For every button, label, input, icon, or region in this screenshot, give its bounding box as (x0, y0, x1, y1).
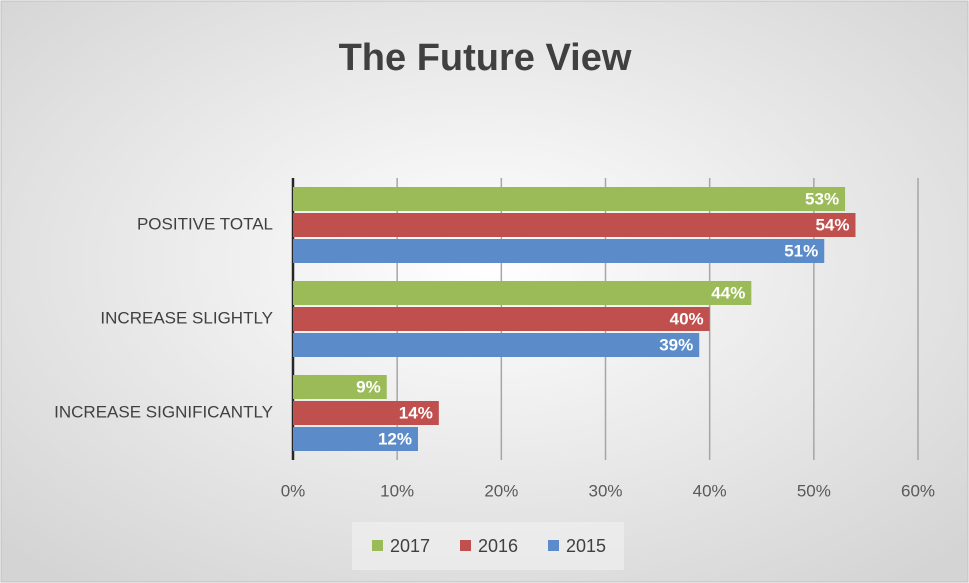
data-label: 44% (711, 283, 745, 302)
chart-title: The Future View (339, 37, 632, 79)
legend-swatch (548, 540, 559, 551)
y-tick-label: INCREASE SLIGHTLY (100, 308, 273, 327)
y-tick-label: INCREASE SIGNIFICANTLY (54, 402, 273, 421)
x-tick-label: 60% (901, 481, 935, 500)
bar (293, 307, 710, 331)
x-tick-label: 20% (484, 481, 518, 500)
bar (293, 187, 846, 211)
bar (293, 333, 700, 357)
bar (293, 239, 825, 263)
bar (293, 375, 387, 399)
legend-label: 2016 (478, 536, 518, 556)
data-label: 12% (378, 429, 412, 448)
data-label: 39% (659, 335, 693, 354)
x-tick-label: 50% (797, 481, 831, 500)
x-tick-label: 10% (380, 481, 414, 500)
bar (293, 427, 418, 451)
data-label: 51% (784, 241, 818, 260)
legend-swatch (372, 540, 383, 551)
data-label: 9% (356, 377, 381, 396)
legend-box (352, 522, 624, 570)
x-tick-label: 0% (281, 481, 306, 500)
data-label: 40% (670, 309, 704, 328)
bar (293, 213, 856, 237)
bar (293, 281, 752, 305)
data-label: 54% (815, 215, 849, 234)
data-label: 14% (399, 403, 433, 422)
x-tick-label: 30% (588, 481, 622, 500)
bar (293, 401, 439, 425)
legend-label: 2015 (566, 536, 606, 556)
legend-swatch (460, 540, 471, 551)
y-tick-label: POSITIVE TOTAL (137, 214, 273, 233)
legend-label: 2017 (390, 536, 430, 556)
x-tick-label: 40% (693, 481, 727, 500)
data-label: 53% (805, 189, 839, 208)
